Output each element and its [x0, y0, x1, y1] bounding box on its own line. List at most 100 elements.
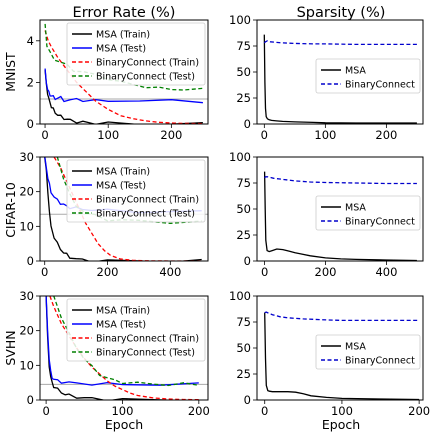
legend: MSA BinaryConnect: [315, 58, 421, 94]
legend-label: BinaryConnect (Train): [96, 334, 199, 345]
legend: MSA (Train) MSA (Test) BinaryConnect (Trai…: [66, 298, 206, 362]
plot-frame: [39, 156, 209, 262]
x-tick-label: 400: [159, 265, 181, 279]
legend-label: MSA (Test): [96, 181, 146, 192]
y-tick-label: 100: [229, 289, 251, 303]
y-tick-label: 0: [27, 254, 34, 268]
row-label-mnist: MNIST: [3, 52, 18, 92]
series-line-msa-test: [44, 68, 203, 104]
x-tick-label: 100: [97, 128, 119, 142]
legend-label: MSA (Test): [96, 320, 146, 331]
y-tick-label: 75: [236, 176, 251, 190]
chart-panel-svhn-sparsity: 0 100 200 0 25 50 75 100 MSA BinaryConnect: [229, 289, 430, 418]
legend-label: MSA (Train): [96, 30, 150, 41]
legend-label: BinaryConnect (Test): [96, 72, 195, 83]
series-line-msa-test: [45, 296, 199, 386]
plot-frame: [256, 156, 424, 262]
plot-frame: [39, 295, 209, 401]
y-tick-label: 10: [19, 219, 34, 233]
x-tick-label: 200: [160, 128, 182, 142]
y-tick-label: 4: [27, 34, 34, 48]
x-axis-label-left: Epoch: [105, 417, 143, 432]
legend: MSA (Train) MSA (Test) BinaryConnect (Trai…: [66, 159, 206, 223]
x-tick-label: 0: [261, 404, 268, 418]
x-tick-label: 200: [375, 128, 397, 142]
legend-box: [315, 195, 421, 231]
series-line-msa-train: [44, 69, 203, 124]
legend: MSA BinaryConnect: [315, 334, 421, 370]
series-line-msa-train: [45, 296, 183, 400]
legend-label: MSA: [345, 66, 366, 77]
y-tick-label: 30: [19, 289, 34, 303]
y-tick-label: 20: [19, 185, 34, 199]
x-tick-label: 400: [375, 265, 397, 279]
chart-panel-mnist-error: 0 100 200 0 2 4 MSA (Train) MSA (Test) BinaryCon…: [27, 19, 209, 142]
y-tick-label: 100: [229, 13, 251, 27]
y-tick-label: 75: [236, 39, 251, 53]
x-tick-label: 0: [42, 404, 49, 418]
y-tick-label: 25: [236, 91, 251, 105]
x-tick-label: 200: [97, 265, 119, 279]
legend-label: MSA: [345, 203, 366, 214]
y-tick-label: 25: [236, 228, 251, 242]
x-tick-label: 200: [408, 404, 430, 418]
series-line-binaryconnect: [263, 40, 417, 46]
chart-panel-mnist-sparsity: 0 100 200 0 25 50 75 100 MSA BinaryConnect: [229, 13, 424, 142]
y-tick-label: 0: [27, 393, 34, 407]
y-tick-label: 2: [27, 75, 34, 89]
y-tick-label: 50: [236, 65, 251, 79]
series-line-msa: [264, 312, 420, 400]
x-axis-label-right: Epoch: [322, 417, 360, 432]
legend-box: [66, 22, 206, 86]
legend-label: MSA (Test): [96, 44, 146, 55]
column-title-error-rate: Error Rate (%): [73, 5, 176, 21]
legend-box: [66, 298, 206, 362]
legend-label: BinaryConnect (Train): [96, 58, 199, 69]
y-tick-label: 50: [236, 341, 251, 355]
legend-label: BinaryConnect: [345, 217, 415, 228]
y-tick-label: 10: [19, 358, 34, 372]
series-line-msa-train: [44, 157, 202, 261]
legend-box: [315, 334, 421, 370]
y-tick-label: 20: [19, 324, 34, 338]
series-line-binaryconnect-test: [44, 23, 203, 91]
y-tick-label: 0: [244, 393, 251, 407]
plot-frame: [256, 295, 424, 401]
y-tick-label: 75: [236, 315, 251, 329]
plot-frame: [256, 19, 424, 125]
legend-box: [315, 58, 421, 94]
plot-area: [263, 34, 417, 124]
x-tick-label: 100: [331, 404, 353, 418]
plot-area: [40, 23, 208, 124]
row-label-svhn: SVHN: [3, 330, 18, 365]
series-line-binaryconnect: [264, 311, 420, 322]
x-tick-label: 0: [41, 128, 48, 142]
y-tick-label: 0: [244, 117, 251, 131]
row-label-cifar10: CIFAR-10: [3, 182, 18, 238]
x-tick-label: 100: [314, 128, 336, 142]
series-line-binaryconnect-train: [49, 296, 199, 400]
x-tick-label: 200: [315, 265, 337, 279]
column-title-sparsity: Sparsity (%): [297, 5, 386, 21]
plot-area: [264, 311, 420, 400]
legend-label: BinaryConnect: [345, 356, 415, 367]
legend-label: MSA (Train): [96, 167, 150, 178]
y-tick-label: 30: [19, 150, 34, 164]
legend-label: BinaryConnect (Train): [96, 195, 199, 206]
x-tick-label: 200: [188, 404, 210, 418]
y-tick-label: 0: [244, 254, 251, 268]
legend-box: [66, 159, 206, 223]
plot-area: [263, 171, 417, 261]
y-tick-label: 0: [27, 117, 34, 131]
x-tick-label: 0: [41, 265, 48, 279]
chart-panel-cifar-sparsity: 0 200 400 0 25 50 75 100 MSA BinaryConnect: [229, 150, 424, 279]
y-tick-label: 100: [229, 150, 251, 164]
legend-label: BinaryConnect: [345, 80, 415, 91]
legend: MSA BinaryConnect: [315, 195, 421, 231]
y-tick-label: 50: [236, 202, 251, 216]
x-tick-label: 0: [261, 128, 268, 142]
series-line-binaryconnect: [264, 176, 417, 185]
chart-panel-svhn-error: 0 100 200 0 10 20 30 MSA (Train) MSA (Test) Binar…: [19, 289, 209, 418]
x-tick-label: 100: [111, 404, 133, 418]
